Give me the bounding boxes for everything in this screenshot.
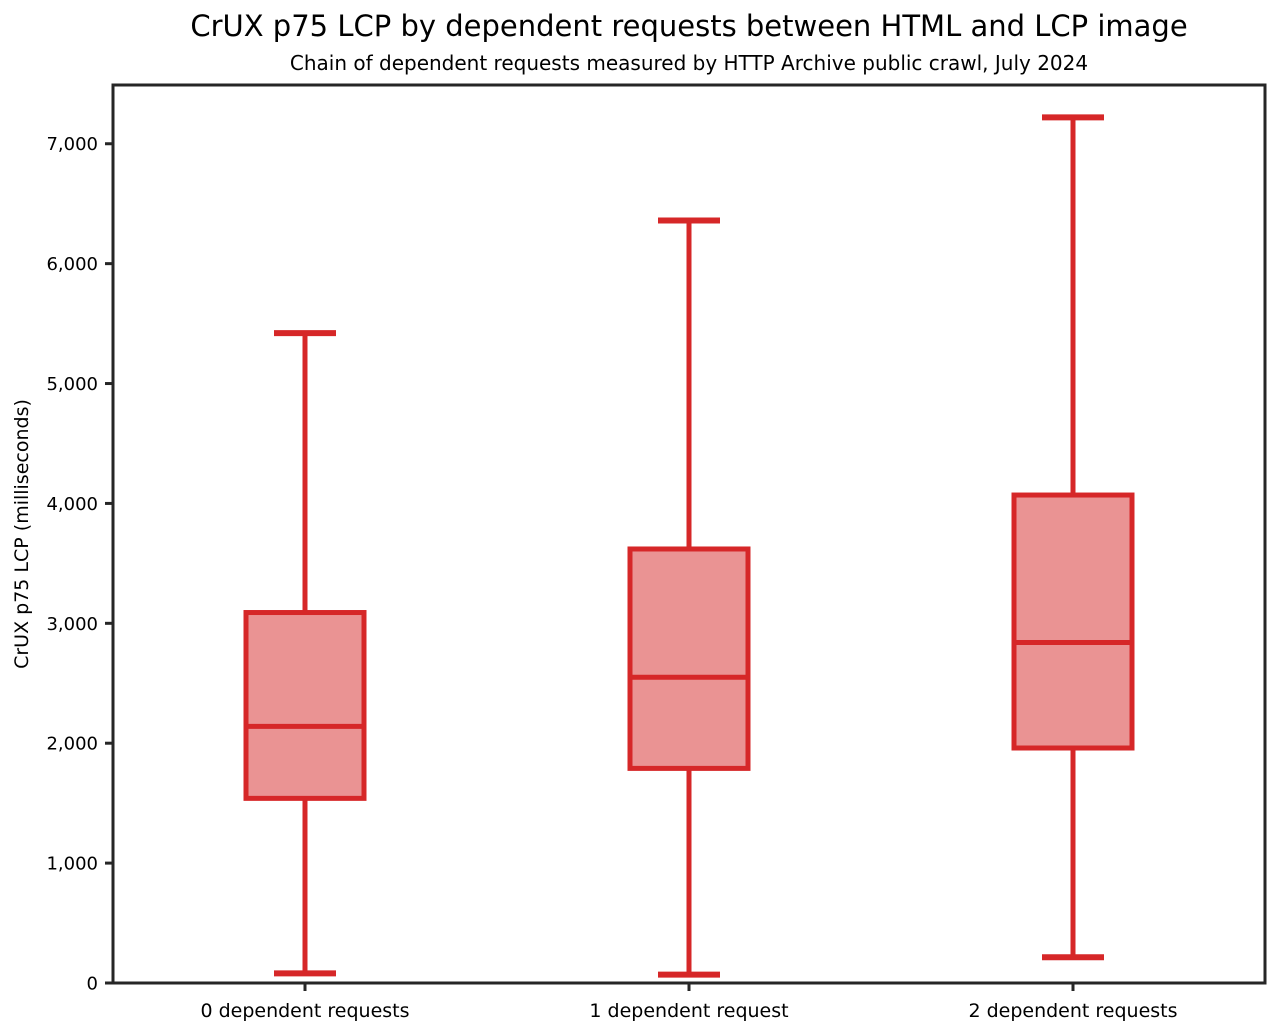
- y-tick-label: 0: [87, 974, 98, 995]
- y-tick-label: 4,000: [46, 494, 98, 515]
- y-tick-label: 2,000: [46, 734, 98, 755]
- x-tick-label: 0 dependent requests: [200, 1000, 409, 1022]
- box: [627, 546, 751, 771]
- y-tick-label: 6,000: [46, 254, 98, 275]
- x-tick-label: 2 dependent requests: [968, 1000, 1177, 1022]
- y-tick-label: 1,000: [46, 854, 98, 875]
- x-tick-label: 1 dependent request: [589, 1000, 788, 1022]
- y-tick-label: 7,000: [46, 134, 98, 155]
- box: [1011, 492, 1135, 751]
- chart-subtitle: Chain of dependent requests measured by …: [289, 51, 1089, 75]
- plot-border: [111, 83, 1267, 985]
- chart-title: CrUX p75 LCP by dependent requests betwe…: [190, 9, 1188, 43]
- box: [243, 610, 367, 801]
- y-tick-label: 3,000: [46, 614, 98, 635]
- y-tick-label: 5,000: [46, 374, 98, 395]
